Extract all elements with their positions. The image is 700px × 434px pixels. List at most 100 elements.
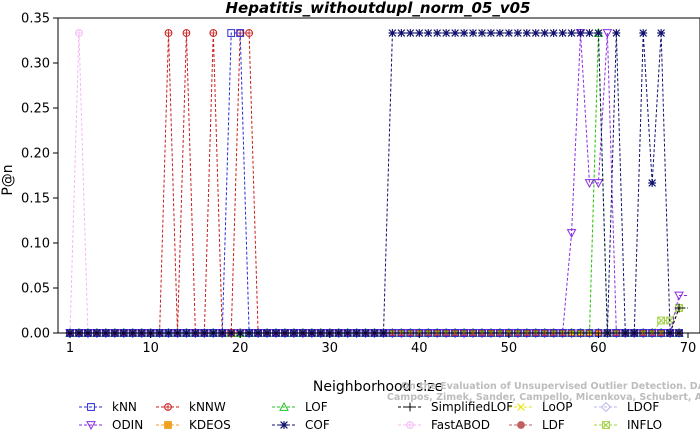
x-axis-label: Neighborhood size xyxy=(313,379,443,395)
point-odin xyxy=(584,179,595,189)
y-tick-label: 0.15 xyxy=(21,192,50,207)
point-cof xyxy=(657,29,666,37)
legend-marker-lof xyxy=(279,401,289,411)
chart-title: Hepatitis_withoutdupl_norm_05_v05 xyxy=(226,0,531,17)
marker-cross xyxy=(183,29,190,37)
legend-label-kdeos: KDEOS xyxy=(189,418,231,432)
point-knn xyxy=(227,29,236,37)
legend-label-knn: kNN xyxy=(112,400,137,414)
legend-marker-loop xyxy=(517,403,525,411)
point-cof xyxy=(648,179,657,187)
point-odin xyxy=(593,179,604,189)
legend-item-odin: ODIN xyxy=(79,418,143,432)
legend-label-inflo: INFLO xyxy=(627,418,662,432)
legend-label-odin: ODIN xyxy=(112,418,143,432)
y-tick-label: 0.30 xyxy=(21,57,50,72)
marker-box xyxy=(602,421,610,429)
legend-label-simplifiedlof: SimplifiedLOF xyxy=(431,400,513,414)
plot-area xyxy=(64,27,688,339)
legend: kNN kNNW LOF SimplifiedLOF LoOP LDOF ODIN KDEOS… xyxy=(79,400,662,432)
series-line-fastabod xyxy=(69,33,688,334)
point-odin xyxy=(674,291,684,301)
legend-label-ldf: LDF xyxy=(542,418,565,432)
legend-marker-knnw xyxy=(164,403,172,411)
marker-cross xyxy=(209,29,217,37)
marker-cross xyxy=(406,421,414,429)
marker-x xyxy=(657,316,665,325)
point-cof xyxy=(558,29,567,37)
series-lof xyxy=(65,27,688,337)
point-knn xyxy=(236,29,245,37)
legend-label-knnw: kNNW xyxy=(189,400,226,414)
x-tick-label: 70 xyxy=(680,341,697,356)
watermark-line-1: On the Evaluation of Unsupervised Outlie… xyxy=(401,381,700,392)
marker-box xyxy=(657,316,666,325)
series-knnw xyxy=(66,29,688,337)
plot-frame xyxy=(57,17,700,334)
series-line-loop xyxy=(70,33,688,334)
point-cof xyxy=(451,29,460,37)
marker-cross xyxy=(164,403,172,411)
point-cof xyxy=(442,29,451,37)
series-line-knn xyxy=(70,32,688,334)
point-cof xyxy=(388,29,397,37)
point-odin xyxy=(602,29,613,39)
legend-marker-knn xyxy=(87,403,95,411)
y-tick-label: 0.05 xyxy=(21,282,50,297)
axes: 1 10 20 30 40 50 60 70 0.00 0.05 0.10 0.15 0.20 0.25 0… xyxy=(21,12,700,356)
marker-cross xyxy=(75,29,83,37)
legend-marker-ldf xyxy=(517,421,525,429)
x-tick-label: 1 xyxy=(66,341,74,356)
legend-item-lof: LOF xyxy=(272,400,328,414)
point-cof xyxy=(531,29,540,37)
point-cof xyxy=(540,29,549,37)
point-cof xyxy=(478,29,486,37)
legend-marker-inflo xyxy=(602,421,610,429)
point-odin xyxy=(566,229,577,239)
x-tick-label: 30 xyxy=(321,341,338,356)
point-cof xyxy=(415,29,424,37)
point-knnw xyxy=(164,29,173,37)
legend-item-ldf: LDF xyxy=(509,418,565,432)
legend-marker-kdeos xyxy=(164,421,172,429)
point-cof xyxy=(406,29,415,37)
legend-marker-odin xyxy=(86,421,96,431)
legend-item-knnw: kNNW xyxy=(156,400,226,414)
point-cof xyxy=(576,29,585,37)
legend-item-ldof: LDOF xyxy=(594,400,659,414)
point-cof xyxy=(496,29,504,37)
legend-label-loop: LoOP xyxy=(542,400,573,414)
point-cof xyxy=(513,29,522,37)
marker-cross xyxy=(245,29,253,37)
series-line-lof xyxy=(70,33,688,334)
series-fastabod xyxy=(66,29,688,337)
y-tick-label: 0.00 xyxy=(21,327,50,342)
marker-cross xyxy=(165,29,172,37)
legend-marker-simplifiedlof xyxy=(405,402,415,412)
point-cof xyxy=(585,29,594,37)
point-knnw xyxy=(245,29,254,37)
legend-item-cof: COF xyxy=(272,418,330,432)
point-cof xyxy=(487,29,495,37)
x-tick-label: 40 xyxy=(411,341,428,356)
x-tick-label: 20 xyxy=(232,341,249,356)
marker-x xyxy=(602,421,610,429)
x-tick-label: 50 xyxy=(501,341,518,356)
point-cof xyxy=(433,29,442,37)
legend-item-loop: LoOP xyxy=(509,400,573,414)
point-knnw xyxy=(182,29,191,37)
point-cof xyxy=(522,29,531,37)
y-tick-label: 0.25 xyxy=(21,102,50,117)
series-knn xyxy=(66,29,688,337)
legend-label-lof: LOF xyxy=(305,400,328,414)
series-line-cof xyxy=(70,32,688,334)
point-knnw xyxy=(209,29,218,37)
y-tick-label: 0.35 xyxy=(21,12,50,27)
point-cof xyxy=(460,29,468,37)
point-cof xyxy=(639,29,648,37)
legend-marker-cof xyxy=(280,421,288,429)
point-cof xyxy=(424,29,433,37)
x-tick-label: 60 xyxy=(590,341,607,356)
legend-item-inflo: INFLO xyxy=(594,418,662,432)
